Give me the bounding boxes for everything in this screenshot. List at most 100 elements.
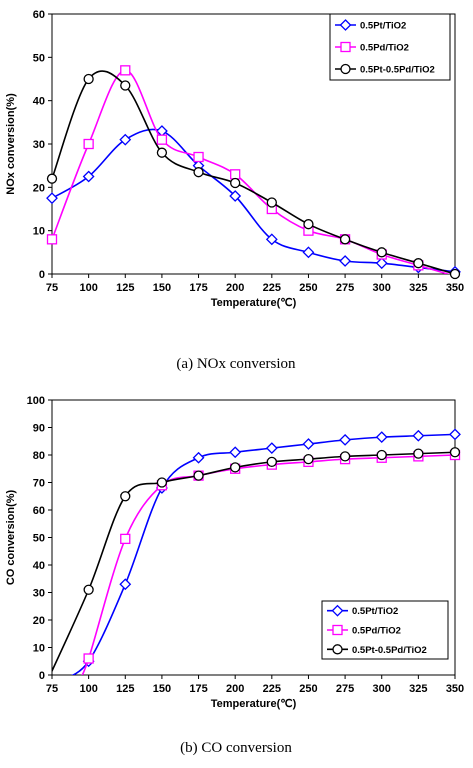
y-tick-label: 0 [39, 269, 45, 281]
y-tick-label: 20 [33, 182, 45, 194]
series-0.5Pt-0.5Pd/TiO2 [46, 70, 461, 280]
data-point [449, 268, 461, 280]
legend: 0.5Pt/TiO2 0.5Pd/TiO2 0.5Pt-0.5Pd/TiO2 [329, 13, 451, 81]
data-point [120, 80, 131, 91]
data-point [265, 233, 278, 246]
data-point [412, 429, 425, 442]
x-axis-label: Temperature(℃) [211, 297, 297, 309]
data-point [375, 431, 388, 444]
x-tick-label: 200 [226, 683, 244, 695]
data-point [46, 173, 58, 184]
data-point [83, 73, 94, 85]
x-tick-label: 275 [336, 282, 354, 294]
figure-caption: (b) CO conversion [180, 740, 292, 756]
x-tick-label: 350 [446, 282, 464, 294]
x-tick-label: 175 [189, 683, 207, 695]
x-tick-label: 275 [336, 683, 354, 695]
y-axis-label: CO conversion(%) [5, 489, 17, 585]
legend-label: 0.5Pt/TiO2 [352, 606, 398, 617]
legend-label: 0.5Pt-0.5Pd/TiO2 [352, 645, 427, 656]
legend-label: 0.5Pt/TiO2 [360, 21, 406, 32]
series-0.5Pt/TiO2 [71, 428, 461, 675]
legend-marker [340, 41, 351, 53]
y-tick-label: 30 [33, 588, 45, 600]
legend-marker [332, 624, 343, 636]
data-point [266, 456, 277, 468]
x-tick-label: 200 [226, 282, 244, 294]
data-point [82, 170, 95, 183]
data-point [83, 138, 94, 150]
series-0.5Pd/TiO2 [46, 65, 451, 274]
data-point [339, 433, 352, 446]
x-tick-label: 250 [299, 282, 317, 294]
data-point [119, 578, 132, 591]
data-point [339, 255, 352, 267]
data-point [156, 134, 168, 145]
legend-label: 0.5Pt-0.5Pd/TiO2 [360, 65, 435, 76]
data-point [120, 65, 131, 76]
data-point [230, 177, 241, 189]
data-point [375, 257, 388, 270]
data-point [449, 428, 461, 441]
chart-nox: 0 10 20 30 40 50 60 75 100 125 150 175 200 225 250 275 3… [5, 9, 464, 372]
x-tick-label: 125 [116, 683, 134, 695]
data-point [339, 451, 351, 462]
x-tick-label: 150 [153, 282, 171, 294]
data-point [193, 151, 204, 163]
legend-label: 0.5Pd/TiO2 [352, 626, 401, 637]
y-tick-label: 50 [33, 52, 45, 64]
data-point [120, 491, 131, 502]
data-point [229, 446, 242, 459]
data-point [46, 192, 58, 205]
y-axis-label: NOx conversion(%) [5, 93, 17, 195]
data-point [303, 219, 314, 230]
data-point [192, 451, 205, 464]
y-tick-label: 10 [33, 226, 45, 238]
y-tick-label: 70 [33, 478, 45, 490]
y-tick-label: 20 [33, 615, 45, 627]
legend-marker [331, 604, 344, 617]
data-point [119, 133, 132, 146]
x-tick-label: 100 [79, 683, 97, 695]
y-tick-label: 60 [33, 505, 45, 517]
data-point [230, 462, 241, 473]
y-tick-label: 40 [33, 96, 45, 108]
legend-marker [340, 63, 351, 75]
data-point [156, 147, 168, 158]
figure-caption: (a) NOx conversion [176, 356, 296, 372]
y-tick-label: 40 [33, 560, 45, 572]
y-tick-label: 100 [27, 395, 45, 407]
legend-marker [332, 644, 343, 655]
data-point [376, 449, 387, 461]
data-point [266, 197, 277, 208]
data-point [193, 470, 204, 481]
y-tick-label: 0 [39, 670, 45, 682]
data-point [46, 234, 58, 245]
legend: 0.5Pt/TiO2 0.5Pd/TiO2 0.5Pt-0.5Pd/TiO2 [321, 600, 449, 660]
legend-label: 0.5Pd/TiO2 [360, 43, 409, 54]
y-tick-label: 50 [33, 533, 45, 545]
x-tick-label: 300 [373, 683, 391, 695]
x-tick-label: 350 [446, 683, 464, 695]
data-point [339, 234, 351, 245]
data-point [83, 653, 94, 664]
data-point [302, 438, 315, 450]
x-tick-label: 225 [263, 683, 281, 695]
x-tick-label: 150 [153, 683, 171, 695]
x-tick-label: 325 [409, 683, 427, 695]
y-tick-label: 60 [33, 9, 45, 21]
x-tick-label: 75 [46, 282, 58, 294]
series-0.5Pt/TiO2 [46, 125, 461, 278]
series-line [52, 70, 455, 274]
data-point [413, 448, 424, 459]
data-point [413, 258, 424, 269]
chart-co: 0 10 20 30 40 50 60 70 80 90 100 75 100 125 150 175 200 2… [5, 395, 464, 756]
data-point [303, 453, 314, 465]
data-point [229, 190, 242, 202]
data-point [230, 169, 241, 180]
y-tick-label: 90 [33, 423, 45, 435]
legend-marker [339, 19, 352, 31]
data-point [449, 447, 461, 458]
series-line [52, 128, 455, 273]
